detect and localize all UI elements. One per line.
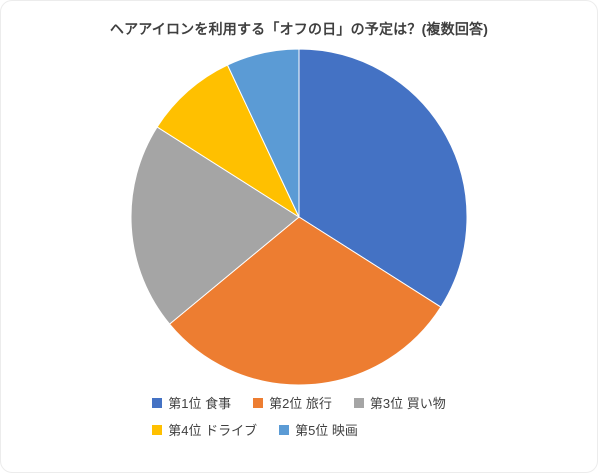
pie-slice-1 (298, 48, 468, 308)
pie-slice-4 (156, 64, 301, 219)
legend-marker-icon (279, 424, 290, 435)
legend-item: 第2位 旅行 (253, 393, 332, 412)
legend-marker-icon (253, 397, 264, 408)
legend-marker-icon (353, 397, 364, 408)
legend-label: 第5位 映画 (295, 423, 358, 438)
legend-marker-icon (152, 424, 163, 435)
legend-item: 第1位 食事 (152, 393, 231, 412)
legend-marker-icon (152, 397, 163, 408)
legend-label: 第3位 買い物 (369, 396, 446, 411)
pie-slice-2 (168, 216, 442, 386)
legend-item: 第5位 映画 (279, 420, 358, 439)
pie-slice-3 (130, 126, 300, 325)
pie-chart (130, 48, 468, 386)
pie-slice-5 (226, 48, 300, 218)
chart-title: ヘアアイロンを利用する「オフの日」の予定は？(複数回答) (109, 21, 489, 37)
legend-item: 第4位 ドライブ (152, 420, 257, 439)
legend-label: 第2位 旅行 (269, 396, 332, 411)
legend-row-1: 第1位 食事 第2位 旅行 第3位 買い物 (152, 393, 446, 412)
legend-row-2: 第4位 ドライブ 第5位 映画 (152, 420, 446, 439)
legend-item: 第3位 買い物 (353, 393, 446, 412)
legend-label: 第4位 ドライブ (168, 423, 258, 438)
legend-label: 第1位 食事 (168, 396, 232, 411)
chart-legend: 第1位 食事 第2位 旅行 第3位 買い物第4位 ドライブ 第5位 映画 (152, 393, 446, 439)
